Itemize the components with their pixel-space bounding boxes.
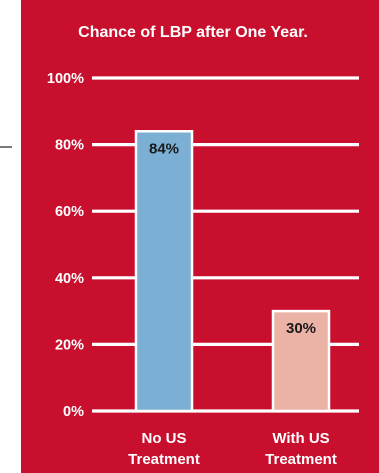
y-tick-label: 40% (55, 271, 84, 287)
chart-title: Chance of LBP after One Year. (78, 24, 308, 41)
y-tick-label: 60% (55, 204, 84, 220)
bars (134, 130, 331, 413)
y-tick-label: 0% (63, 404, 84, 420)
bar (271, 309, 331, 413)
x-axis-categories: No US Treatment With US Treatment (128, 430, 337, 468)
y-tick-label: 80% (55, 138, 84, 154)
data-labels: 84% 30% (149, 140, 316, 337)
category-label: No US (142, 430, 187, 447)
category-label: Treatment (128, 451, 200, 468)
y-axis-ticks: 0% 20% 40% 60% 80% 100% (47, 71, 84, 420)
data-label: 84% (149, 140, 179, 157)
y-tick-label: 100% (47, 71, 84, 87)
category-label: Treatment (265, 451, 337, 468)
bar (134, 130, 194, 413)
data-label: 30% (286, 320, 316, 337)
y-tick-label: 20% (55, 337, 84, 353)
category-label: With US (272, 430, 329, 447)
